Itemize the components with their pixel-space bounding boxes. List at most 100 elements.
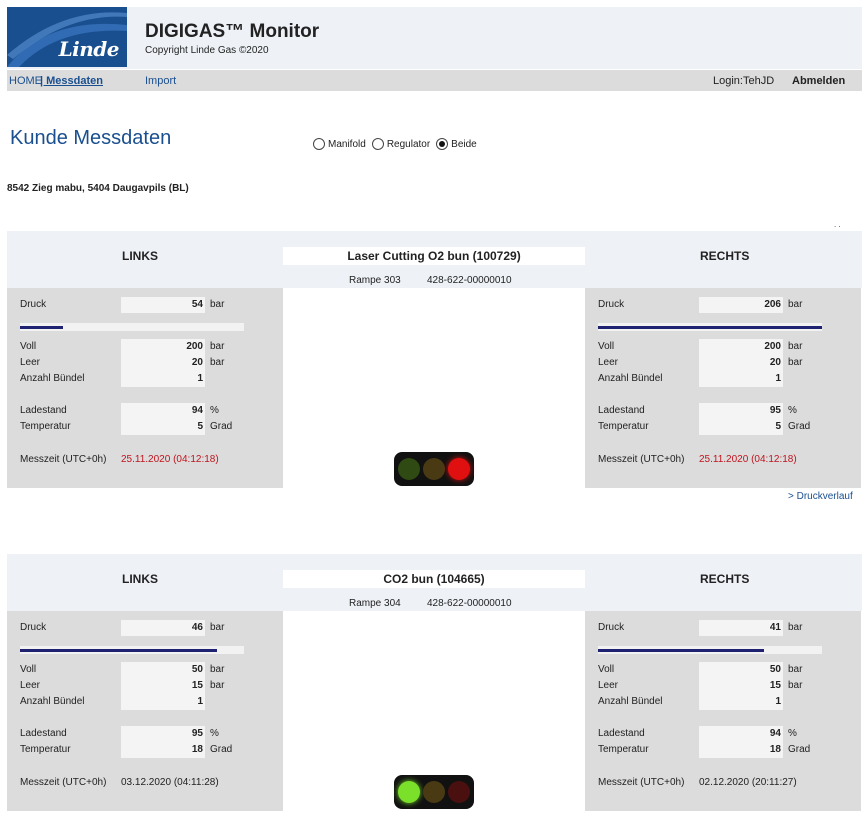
traffic-lamp-red-icon	[447, 458, 470, 480]
logo-text: Linde	[58, 37, 120, 61]
radio-manifold-label[interactable]: Manifold	[328, 138, 366, 150]
pressure-bar-fill	[20, 649, 218, 652]
pressure-bar	[20, 323, 244, 331]
radio-regulator-label[interactable]: Regulator	[386, 138, 431, 150]
druck-value: 54	[121, 297, 205, 313]
messzeit-label: Messzeit (UTC+0h)	[598, 777, 685, 788]
ladestand-label: Ladestand	[598, 728, 645, 739]
login-user-text: Login:TehJD	[713, 75, 775, 87]
radio-beide[interactable]	[436, 138, 449, 150]
druck-unit: bar	[210, 622, 225, 633]
voll-label: Voll	[20, 664, 37, 675]
druck-label: Druck	[20, 622, 47, 633]
pressure-bar	[598, 646, 822, 654]
voll-unit: bar	[210, 664, 225, 675]
page-title: Kunde Messdaten	[10, 127, 172, 149]
logo-swoosh-icon	[7, 12, 127, 67]
ladestand-value: 95	[121, 726, 205, 742]
pressure-bar-fill	[20, 326, 63, 329]
rampe-text: Rampe 303	[349, 275, 401, 286]
leer-label: Leer	[20, 357, 41, 368]
nav-bar: HOME | Messdaten Import Login:TehJD Abme…	[7, 70, 862, 91]
leer-value: 15	[699, 678, 783, 694]
right-panel: Druck 206 bar Voll 200 bar Leer 20 bar A…	[585, 288, 861, 488]
druck-value: 41	[699, 620, 783, 636]
radio-regulator[interactable]	[371, 138, 384, 150]
radio-beide-label[interactable]: Beide	[451, 138, 477, 150]
messzeit-label: Messzeit (UTC+0h)	[20, 777, 107, 788]
leer-value: 20	[121, 355, 205, 371]
messzeit-value: 25.11.2020 (04:12:18)	[699, 454, 797, 465]
voll-value: 50	[121, 662, 205, 678]
messzeit-label: Messzeit (UTC+0h)	[598, 454, 685, 465]
voll-unit: bar	[788, 664, 803, 675]
left-panel: Druck 46 bar Voll 50 bar Leer 15 bar Anz…	[7, 611, 283, 811]
traffic-lamp-red-icon	[447, 781, 470, 803]
app-header: Linde DIGIGAS™ Monitor Copyright Linde G…	[7, 7, 862, 69]
temperatur-label: Temperatur	[598, 421, 649, 432]
serial-number: 428-622-00000010	[427, 598, 512, 609]
voll-value: 200	[699, 339, 783, 355]
ladestand-unit: %	[210, 405, 219, 416]
ladestand-label: Ladestand	[20, 405, 67, 416]
ladestand-label: Ladestand	[598, 405, 645, 416]
logout-link[interactable]: Abmelden	[792, 75, 846, 87]
druckverlauf-link[interactable]: > Druckverlauf	[788, 491, 853, 502]
traffic-lamp-green-icon	[398, 458, 421, 480]
ladestand-value: 94	[121, 403, 205, 419]
linde-logo[interactable]: Linde	[7, 7, 127, 67]
druck-unit: bar	[210, 299, 225, 310]
messzeit-value: 25.11.2020 (04:12:18)	[121, 454, 219, 465]
leer-unit: bar	[788, 680, 803, 691]
messzeit-label: Messzeit (UTC+0h)	[20, 454, 107, 465]
serial-number: 428-622-00000010	[427, 275, 512, 286]
temperatur-value: 18	[699, 742, 783, 758]
ladestand-value: 95	[699, 403, 783, 419]
anzahl-label: Anzahl Bündel	[598, 373, 663, 384]
ladestand-unit: %	[788, 728, 797, 739]
left-title: LINKS	[122, 572, 158, 586]
druck-value: 46	[121, 620, 205, 636]
traffic-light	[394, 452, 474, 486]
temperatur-label: Temperatur	[598, 744, 649, 755]
right-title: RECHTS	[700, 572, 750, 586]
temperatur-label: Temperatur	[20, 744, 71, 755]
right-panel: Druck 41 bar Voll 50 bar Leer 15 bar Anz…	[585, 611, 861, 811]
voll-label: Voll	[20, 341, 37, 352]
leer-label: Leer	[598, 357, 619, 368]
ladestand-unit: %	[788, 405, 797, 416]
temperatur-unit: Grad	[788, 744, 811, 755]
left-panel: Druck 54 bar Voll 200 bar Leer 20 bar An…	[7, 288, 283, 488]
ladestand-unit: %	[210, 728, 219, 739]
pressure-bar-fill	[598, 649, 764, 652]
druck-label: Druck	[598, 299, 625, 310]
leer-value: 15	[121, 678, 205, 694]
nav-messdaten-link[interactable]: | Messdaten	[40, 75, 103, 87]
leer-label: Leer	[598, 680, 619, 691]
copyright-text: Copyright Linde Gas ©2020	[145, 45, 269, 56]
nav-import-link[interactable]: Import	[145, 75, 177, 87]
nav-home-link[interactable]: HOME	[9, 75, 42, 87]
ladestand-value: 94	[699, 726, 783, 742]
left-title: LINKS	[122, 249, 158, 263]
leer-unit: bar	[788, 357, 803, 368]
temperatur-value: 5	[121, 419, 205, 435]
traffic-light	[394, 775, 474, 809]
temperatur-value: 5	[699, 419, 783, 435]
customer-info: 8542 Zieg mabu, 5404 Daugavpils (BL)	[7, 183, 189, 194]
right-title: RECHTS	[700, 249, 750, 263]
druck-value: 206	[699, 297, 783, 313]
pressure-bar-fill	[598, 326, 822, 329]
temperatur-unit: Grad	[210, 421, 233, 432]
traffic-lamp-yellow-icon	[422, 458, 445, 480]
traffic-lamp-yellow-icon	[422, 781, 445, 803]
radio-manifold[interactable]	[313, 138, 325, 150]
leer-unit: bar	[210, 357, 225, 368]
unit-name: Laser Cutting O2 bun (100729)	[283, 247, 585, 265]
unit-card: LINKS RECHTS CO2 bun (104665) Rampe 304 …	[7, 554, 862, 812]
voll-value: 50	[699, 662, 783, 678]
messzeit-value: 03.12.2020 (04:11:28)	[121, 777, 219, 788]
leer-value: 20	[699, 355, 783, 371]
druck-label: Druck	[20, 299, 47, 310]
leer-unit: bar	[210, 680, 225, 691]
